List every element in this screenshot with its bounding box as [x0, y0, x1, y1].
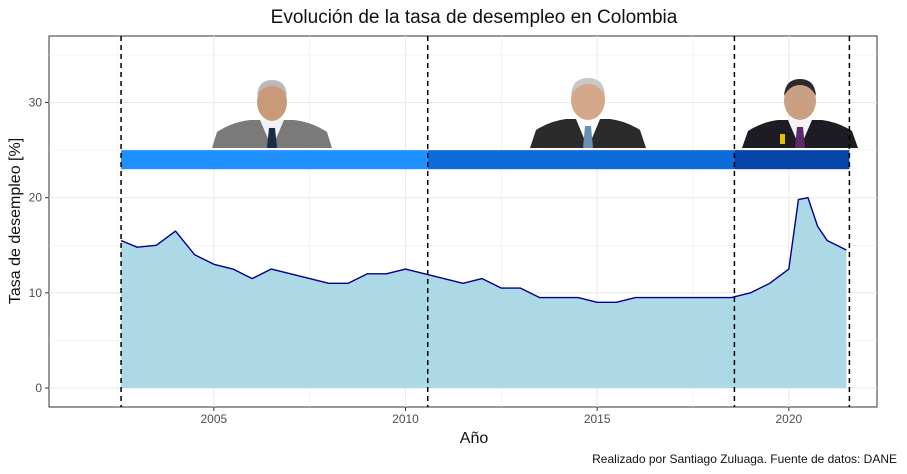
period-divider-lines	[120, 36, 851, 407]
portrait-santos-icon	[530, 78, 646, 148]
y-tick-label: 10	[29, 286, 43, 300]
y-tick-label: 30	[29, 96, 43, 110]
x-tick-label: 2015	[584, 412, 611, 426]
portrait-uribe-icon	[212, 80, 332, 148]
chart-caption: Realizado por Santiago Zuluaga. Fuente d…	[592, 452, 897, 466]
x-tick-label: 2005	[200, 412, 227, 426]
y-tick-label: 20	[29, 191, 43, 205]
x-tick-label: 2020	[775, 412, 802, 426]
unemployment-area	[121, 197, 847, 388]
area-layer	[120, 197, 847, 388]
period-band	[121, 150, 428, 170]
portrait-duque-icon	[742, 79, 858, 148]
chart-title: Evolución de la tasa de desempleo en Col…	[271, 7, 678, 28]
period-bands	[121, 150, 850, 170]
unemployment-line	[120, 197, 847, 304]
president-portraits	[212, 78, 858, 148]
x-tick-label: 2010	[392, 412, 419, 426]
axes: 2005 2010 2015 2020 0 10 20 30	[29, 96, 803, 426]
period-band	[427, 150, 735, 170]
y-tick-label: 0	[35, 381, 42, 395]
x-axis-title: Año	[460, 430, 489, 447]
period-band	[734, 150, 850, 170]
y-axis-title: Tasa de desempleo [%]	[7, 138, 24, 304]
